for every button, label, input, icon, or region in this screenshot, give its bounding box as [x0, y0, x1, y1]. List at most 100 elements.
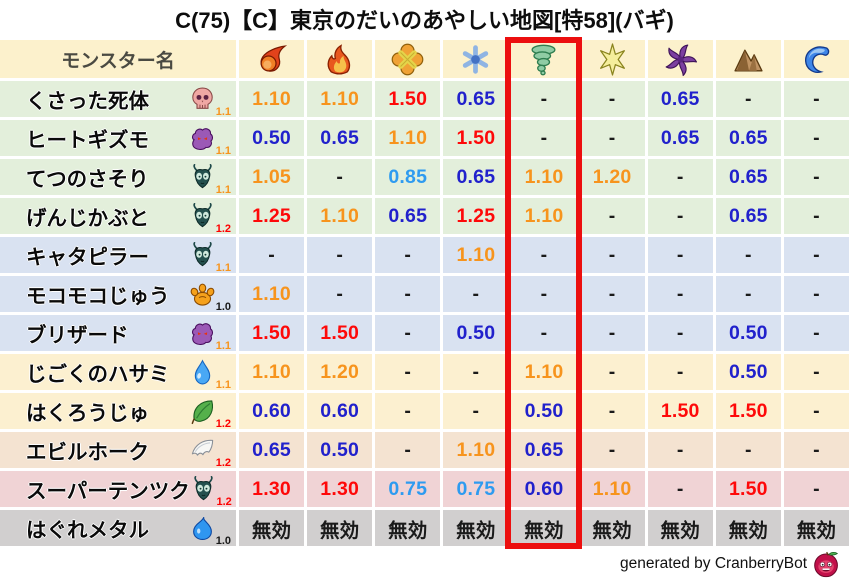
value-cell: 0.50 [715, 315, 781, 351]
value-cell: 1.50 [647, 393, 713, 429]
value-cell: - [239, 237, 305, 273]
value-cell: 無効 [307, 510, 373, 546]
value-cell: 0.65 [715, 198, 781, 234]
monster-badge: 1.2 [215, 222, 231, 235]
value-cell: - [783, 471, 849, 507]
monster-badge: 1.0 [215, 300, 231, 313]
value-cell: 1.05 [239, 159, 305, 195]
value-cell: - [647, 198, 713, 234]
value-cell: - [647, 276, 713, 312]
value-cell: 1.25 [443, 198, 509, 234]
value-cell: - [579, 120, 645, 156]
value-cell: 1.10 [511, 159, 577, 195]
value-cell: - [783, 393, 849, 429]
value-cell: 1.50 [715, 471, 781, 507]
value-cell: 1.30 [307, 471, 373, 507]
monster-name: エビルホーク [26, 441, 149, 464]
fireball-icon [255, 43, 288, 76]
value-cell: - [783, 120, 849, 156]
value-cell: - [579, 393, 645, 429]
monster-name-cell: ヒートギズモ 1.1 [0, 120, 236, 157]
monster-badge: 1.1 [215, 261, 231, 274]
value-cell: - [783, 237, 849, 273]
monster-name: じごくのハサミ [26, 363, 170, 386]
value-cell: - [715, 276, 781, 312]
monster-name-cell: はくろうじゅ 1.2 [0, 393, 236, 430]
monster-name: てつのさそり [26, 168, 149, 191]
monster-name-cell: モコモコじゅう 1.0 [0, 276, 236, 313]
value-cell: 1.10 [239, 276, 305, 312]
value-cell: 0.65 [647, 120, 713, 156]
monster-badge: 1.1 [215, 378, 231, 391]
value-cell: 1.25 [239, 198, 305, 234]
value-cell: 無効 [239, 510, 305, 546]
bug-icon: 1.2 [190, 475, 232, 508]
value-cell: - [579, 237, 645, 273]
value-cell: 無効 [579, 510, 645, 546]
slime-icon: 1.0 [189, 515, 231, 547]
element-column-header [239, 40, 305, 78]
value-cell: 1.10 [375, 120, 441, 156]
value-cell: - [783, 432, 849, 468]
monster-name: くさった死体 [26, 90, 149, 113]
element-column-header [375, 40, 441, 78]
value-cell: 0.50 [715, 354, 781, 390]
monster-badge: 1.0 [215, 534, 231, 547]
value-cell: 1.50 [715, 393, 781, 429]
value-cell: 0.50 [511, 393, 577, 429]
value-cell: 1.50 [443, 120, 509, 156]
cranberry-icon [812, 549, 841, 578]
value-cell: - [579, 81, 645, 117]
value-cell: 無効 [715, 510, 781, 546]
element-column-header [579, 40, 645, 78]
value-cell: 0.50 [443, 315, 509, 351]
tornado-icon [527, 43, 560, 76]
value-cell: - [715, 432, 781, 468]
value-cell: - [647, 432, 713, 468]
skull-icon: 1.1 [189, 86, 231, 118]
monster-name: キャタピラー [26, 246, 149, 269]
value-cell: - [579, 432, 645, 468]
value-cell: - [443, 393, 509, 429]
monster-name-cell: ブリザード 1.1 [0, 315, 236, 352]
monster-badge: 1.1 [215, 339, 231, 352]
value-cell: - [307, 276, 373, 312]
value-cell: - [579, 276, 645, 312]
monster-name-cell: じごくのハサミ 1.1 [0, 354, 236, 391]
gizmo-icon: 1.1 [189, 125, 231, 157]
element-column-header [783, 40, 849, 78]
spark-icon [596, 42, 629, 76]
value-cell: - [443, 354, 509, 390]
value-cell: 1.10 [511, 198, 577, 234]
paw-icon: 1.0 [189, 281, 231, 313]
monster-name-cell: くさった死体 1.1 [0, 81, 236, 118]
value-cell: - [579, 354, 645, 390]
monster-name-cell: てつのさそり 1.1 [0, 159, 236, 196]
value-cell: - [307, 159, 373, 195]
value-cell: - [579, 198, 645, 234]
value-cell: 1.50 [375, 81, 441, 117]
value-cell: 1.20 [307, 354, 373, 390]
value-cell: - [647, 237, 713, 273]
value-cell: - [511, 120, 577, 156]
flame-icon [323, 43, 356, 76]
value-cell: - [783, 354, 849, 390]
value-cell: 0.60 [239, 393, 305, 429]
wave-icon [800, 43, 833, 76]
value-cell: 無効 [783, 510, 849, 546]
monster-name: はくろうじゅ [26, 402, 149, 425]
value-cell: 0.60 [511, 471, 577, 507]
element-column-header [307, 40, 373, 78]
mountain-icon [732, 43, 765, 76]
credit-text: generated by CranberryBot [620, 554, 807, 572]
value-cell: 0.65 [375, 198, 441, 234]
value-cell: - [783, 276, 849, 312]
value-cell: 0.75 [375, 471, 441, 507]
element-column-header [647, 40, 713, 78]
credit-footer: generated by CranberryBot [620, 549, 841, 578]
value-cell: 0.65 [647, 81, 713, 117]
value-cell: - [783, 159, 849, 195]
monster-name-cell: キャタピラー 1.1 [0, 237, 236, 274]
resistance-table: モンスター名 くさった死体 1.1 1.10 1.10 1.50 0.65- -0.65- - ヒ… [0, 37, 849, 549]
value-cell: 1.20 [579, 159, 645, 195]
